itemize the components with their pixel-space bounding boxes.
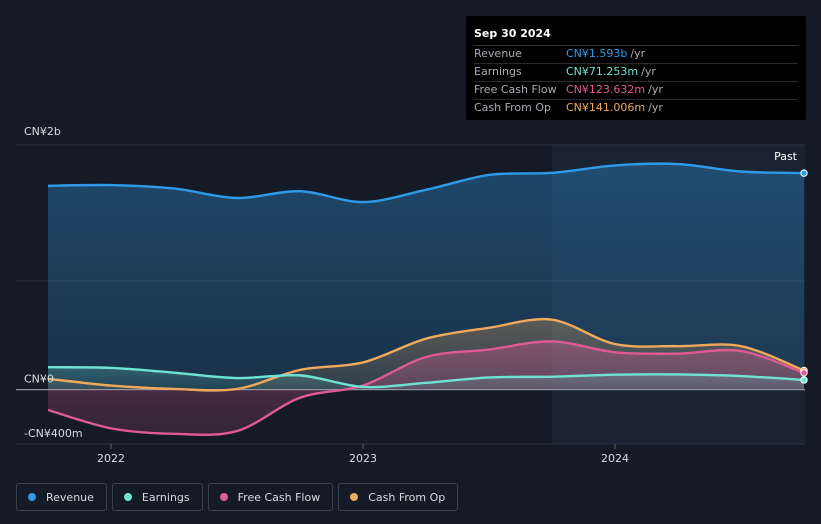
legend: Revenue Earnings Free Cash Flow Cash Fro… [16, 483, 458, 511]
tooltip-unit: /yr [648, 100, 663, 117]
tooltip-label: Revenue [474, 46, 566, 63]
tooltip-row-revenue: Revenue CN¥1.593b /yr [474, 46, 798, 64]
tooltip-unit: /yr [630, 46, 645, 63]
y-tick-label: CN¥0 [24, 373, 54, 386]
past-label: Past [774, 150, 798, 163]
legend-item-earnings[interactable]: Earnings [112, 483, 203, 511]
end-point-earnings [801, 377, 807, 383]
legend-label: Earnings [142, 491, 190, 504]
x-tick-label: 2024 [601, 452, 629, 465]
tooltip-unit: /yr [648, 82, 663, 99]
y-tick-label: -CN¥400m [24, 427, 83, 440]
legend-label: Free Cash Flow [238, 491, 321, 504]
tooltip-label: Free Cash Flow [474, 82, 566, 99]
tooltip-row-earnings: Earnings CN¥71.253m /yr [474, 64, 798, 82]
tooltip-value: CN¥1.593b [566, 46, 627, 63]
legend-dot-icon [124, 493, 132, 501]
end-point-revenue [801, 170, 807, 176]
chart-root: CN¥2b CN¥0 -CN¥400m 2022 2023 2024 Past Sep 30… [0, 0, 821, 524]
x-tick-label: 2022 [97, 452, 125, 465]
legend-item-revenue[interactable]: Revenue [16, 483, 107, 511]
legend-dot-icon [28, 493, 36, 501]
legend-label: Revenue [46, 491, 94, 504]
tooltip-value: CN¥71.253m [566, 64, 638, 81]
legend-item-cash-from-op[interactable]: Cash From Op [338, 483, 458, 511]
y-tick-label: CN¥2b [24, 125, 61, 138]
tooltip-value: CN¥141.006m [566, 100, 645, 117]
tooltip-row-free-cash-flow: Free Cash Flow CN¥123.632m /yr [474, 82, 798, 100]
tooltip-date: Sep 30 2024 [474, 24, 798, 46]
legend-label: Cash From Op [368, 491, 445, 504]
tooltip: Sep 30 2024 Revenue CN¥1.593b /yr Earnin… [466, 16, 806, 120]
x-tick-label: 2023 [349, 452, 377, 465]
tooltip-unit: /yr [641, 64, 656, 81]
legend-dot-icon [350, 493, 358, 501]
legend-item-free-cash-flow[interactable]: Free Cash Flow [208, 483, 334, 511]
tooltip-row-cash-from-op: Cash From Op CN¥141.006m /yr [474, 100, 798, 117]
legend-dot-icon [220, 493, 228, 501]
tooltip-label: Earnings [474, 64, 566, 81]
tooltip-value: CN¥123.632m [566, 82, 645, 99]
end-point-free-cash-flow [801, 370, 807, 376]
tooltip-label: Cash From Op [474, 100, 566, 117]
